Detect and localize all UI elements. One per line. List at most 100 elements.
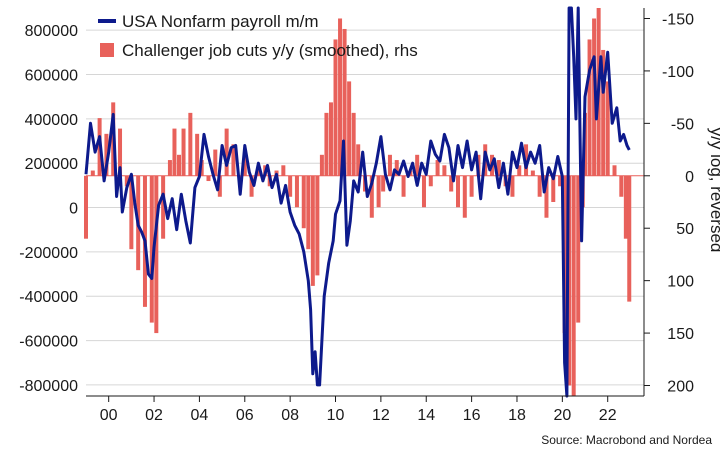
- bar: [510, 175, 515, 197]
- bar: [415, 154, 420, 176]
- bar: [328, 102, 333, 176]
- left-axis-tick-label: 400000: [25, 112, 78, 129]
- legend-label-payroll: USA Nonfarm payroll m/m: [122, 12, 319, 31]
- x-axis-tick-label: 16: [463, 407, 481, 424]
- right-axis-ticks: -150 -100 -50 0 50 100 150 200: [644, 11, 694, 396]
- bar: [612, 165, 617, 176]
- bar: [124, 175, 129, 187]
- bar: [195, 133, 200, 176]
- bar: [576, 175, 581, 323]
- bar: [333, 39, 338, 176]
- bar: [544, 175, 549, 218]
- bar: [394, 160, 399, 176]
- bar: [188, 112, 193, 176]
- bar: [376, 175, 381, 208]
- x-axis-tick-label: 18: [508, 407, 526, 424]
- bar: [90, 170, 95, 176]
- bar: [256, 170, 261, 176]
- x-axis-tick-label: 00: [100, 407, 118, 424]
- legend-bar-swatch: [100, 43, 114, 57]
- bar: [249, 175, 254, 197]
- bar: [401, 175, 406, 197]
- bar: [435, 160, 440, 176]
- bar: [224, 128, 229, 176]
- bar: [338, 18, 343, 176]
- bar: [104, 133, 109, 176]
- x-axis-tick-label: 06: [236, 407, 254, 424]
- right-axis-tick-label: 150: [667, 326, 694, 343]
- x-axis-tick-label: 08: [281, 407, 299, 424]
- x-axis-tick-label: 12: [372, 407, 390, 424]
- right-axis-tick-label: -150: [662, 11, 694, 28]
- bar: [421, 175, 426, 208]
- left-axis-tick-label: -400000: [19, 289, 78, 306]
- left-axis-tick-label: 600000: [25, 68, 78, 85]
- right-axis-tick-label: -50: [671, 116, 694, 133]
- bar: [601, 49, 606, 176]
- left-axis-tick-label: 800000: [25, 23, 78, 40]
- legend: USA Nonfarm payroll m/m Challenger job c…: [98, 12, 418, 60]
- bar: [129, 175, 134, 250]
- x-axis-tick-label: 04: [191, 407, 209, 424]
- right-axis-title: y/y log, reversed: [707, 128, 720, 253]
- bar: [469, 175, 474, 197]
- left-axis-tick-label: 200000: [25, 156, 78, 173]
- left-axis-tick-label: -800000: [19, 378, 78, 395]
- bar: [315, 175, 320, 276]
- bar: [351, 112, 356, 176]
- bar: [567, 175, 572, 386]
- bar: [161, 175, 166, 239]
- bar: [551, 175, 556, 202]
- bar: [172, 128, 177, 176]
- left-axis-tick-label: -600000: [19, 334, 78, 351]
- bar: [181, 128, 186, 176]
- x-axis-tick-label: 10: [327, 407, 345, 424]
- legend-label-challenger: Challenger job cuts y/y (smoothed), rhs: [122, 41, 418, 60]
- bar: [496, 160, 501, 176]
- line-series: [84, 6, 631, 398]
- right-axis-tick-label: 200: [667, 379, 694, 396]
- left-axis-tick-label: -200000: [19, 245, 78, 262]
- bar: [442, 165, 447, 176]
- bar: [387, 154, 392, 176]
- left-axis-ticks: 800000 600000 400000 200000 0 -200000 -400000 -…: [19, 23, 78, 395]
- bar: [347, 81, 352, 176]
- bar: [288, 175, 293, 197]
- right-axis-tick-label: 50: [676, 221, 694, 238]
- left-axis-tick-label: 0: [69, 201, 78, 218]
- bar: [206, 175, 211, 182]
- bar: [456, 175, 460, 208]
- source-note: Source: Macrobond and Nordea: [541, 433, 712, 447]
- x-axis-tick-label: 02: [145, 407, 163, 424]
- bar: [369, 175, 374, 218]
- bar: [558, 175, 563, 187]
- bar: [149, 175, 154, 323]
- bar: [605, 81, 610, 176]
- bar: [84, 175, 88, 239]
- bar: [118, 128, 123, 176]
- bar: [231, 144, 236, 176]
- bar: [381, 175, 386, 192]
- bar: [619, 175, 624, 197]
- bar: [530, 170, 535, 176]
- right-axis-tick-label: 0: [685, 169, 694, 186]
- bar: [623, 175, 628, 239]
- right-axis-tick-label: -100: [662, 64, 694, 81]
- bar: [177, 154, 181, 176]
- x-axis-tick-label: 20: [553, 407, 571, 424]
- x-axis-tick-label: 22: [599, 407, 617, 424]
- bar: [242, 154, 247, 176]
- bar: [294, 175, 299, 208]
- bar: [627, 175, 632, 302]
- bar: [587, 39, 592, 176]
- bar: [571, 175, 576, 396]
- bar: [167, 160, 172, 176]
- bar: [462, 175, 467, 218]
- right-axis-tick-label: 100: [667, 274, 694, 291]
- bar: [213, 149, 218, 176]
- bar: [356, 144, 361, 176]
- bar: [281, 165, 286, 176]
- bar: [217, 175, 222, 197]
- bar: [310, 175, 315, 286]
